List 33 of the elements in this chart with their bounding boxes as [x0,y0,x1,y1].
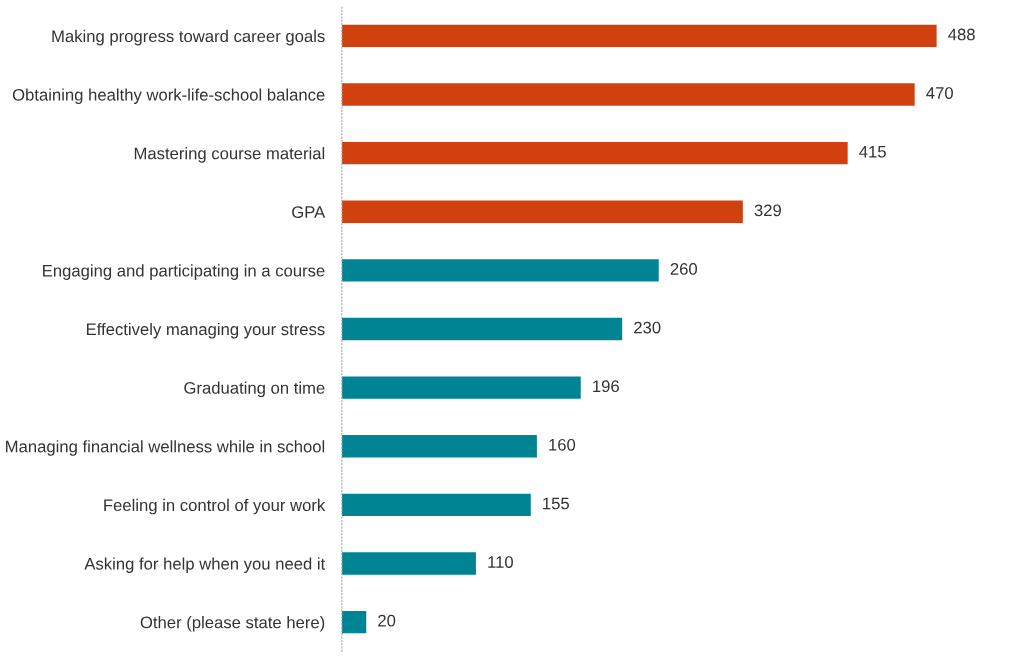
y-tick-label: GPA [292,206,326,218]
y-tick-label: Other (please state here) [140,616,325,632]
bar [341,435,537,458]
bar [341,552,476,575]
data-label: 488 [948,28,975,41]
y-tick-label: Effectively managing your stress [86,322,325,339]
data-label: 329 [754,204,781,217]
data-label: 160 [549,438,576,451]
bar [341,200,743,223]
bar [341,493,531,516]
y-tick-label: Graduating on time [184,381,325,398]
bar [341,610,367,634]
bar [341,142,848,165]
bar [341,24,937,48]
data-label: 260 [670,263,698,275]
data-label: 110 [488,556,513,568]
bar [341,259,659,282]
data-label: 196 [593,380,619,393]
y-tick-label: Mastering course material [134,147,325,163]
bar [341,376,581,399]
y-tick-label: Feeling in control of your work [104,498,326,515]
y-tick-label: Managing financial wellness while in school [6,440,325,456]
data-label: 415 [859,145,886,158]
data-label: 155 [543,497,569,510]
data-label: 230 [634,321,661,334]
y-tick-label: Asking for help when you need it [84,557,326,573]
y-tick-label: Engaging and participating in a course [43,264,325,280]
y-tick-label: Obtaining healthy work-life-school balance [12,88,325,105]
y-tick-label: Making progress toward career goals [52,29,325,46]
bar [341,317,623,341]
data-label: 470 [926,87,953,99]
bar [341,83,915,106]
data-label: 20 [378,614,396,627]
